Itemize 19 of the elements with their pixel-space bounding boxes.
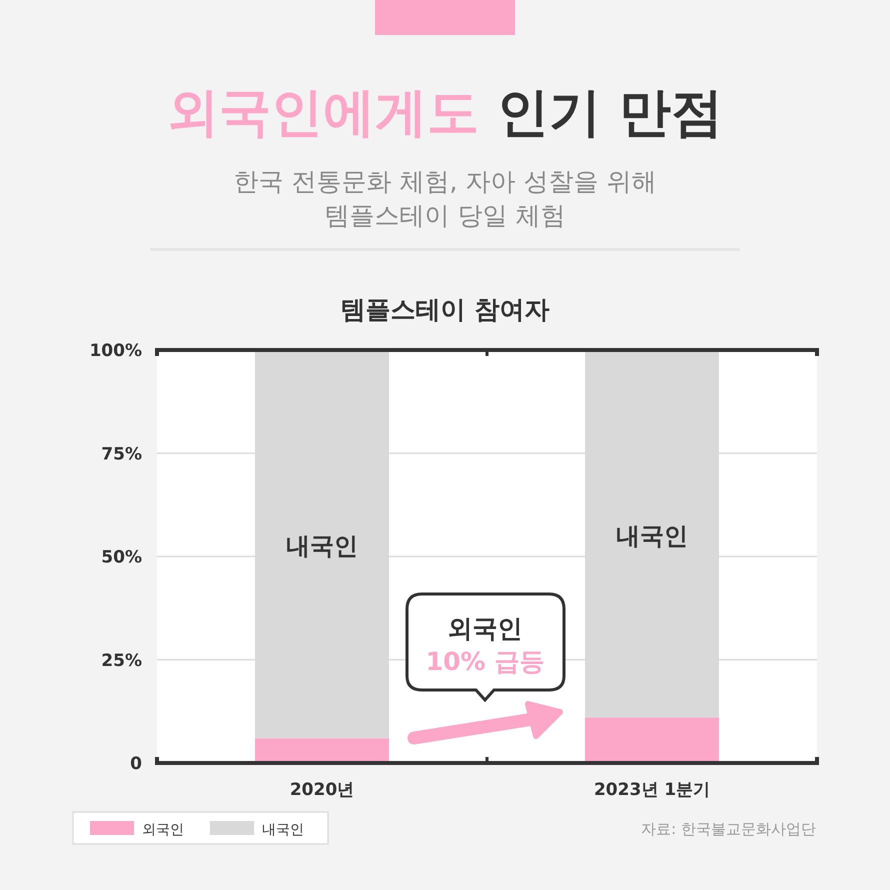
annotation: 10% 급등: [426, 647, 544, 676]
y-tick-label: 25%: [101, 650, 142, 671]
chart-title: 외국인에게도 인기 만점: [166, 83, 724, 143]
legend-label: 외국인: [142, 822, 184, 838]
y-tick-label: 50%: [101, 548, 142, 568]
bar: [585, 718, 719, 763]
legend-label: 내국인: [262, 822, 304, 838]
y-tick-label: 100%: [89, 341, 142, 361]
y-tick-label: 75%: [101, 444, 142, 464]
annotation: 외국인: [448, 614, 522, 643]
chart-subtitle: 한국 전통문화 체험, 자아 성찰을 위해 템플스테이 당일 체험: [234, 167, 656, 230]
y-tick-label: 0: [130, 754, 142, 774]
x-axis-title: 템플스테이 참여자: [340, 295, 550, 324]
text: 내국인: [286, 532, 358, 560]
text: 내국인: [616, 522, 688, 550]
bar: [255, 738, 389, 763]
x-tick-label: 2020년: [290, 780, 354, 800]
text: 자료: 한국불교문화사업단: [641, 820, 816, 838]
x-tick-label: 2023년 1분기: [594, 780, 710, 800]
